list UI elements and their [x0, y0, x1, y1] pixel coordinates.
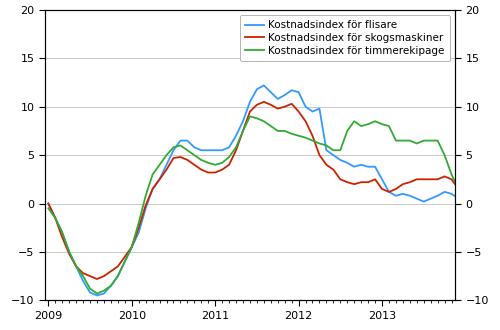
Kostnadsindex för skogsmaskiner — [94, 277, 100, 281]
Kostnadsindex för timmerekipage — [261, 119, 267, 123]
Line: Kostnadsindex för timmerekipage: Kostnadsindex för timmerekipage — [48, 116, 500, 293]
Kostnadsindex för flisare — [94, 293, 100, 297]
Kostnadsindex för skogsmaskiner — [324, 163, 330, 167]
Kostnadsindex för timmerekipage — [324, 144, 330, 148]
Kostnadsindex för flisare — [324, 148, 330, 152]
Kostnadsindex för timmerekipage — [470, 192, 476, 196]
Kostnadsindex för timmerekipage — [198, 158, 204, 162]
Kostnadsindex för flisare — [470, 200, 476, 204]
Legend: Kostnadsindex för flisare, Kostnadsindex för skogsmaskiner, Kostnadsindex för ti: Kostnadsindex för flisare, Kostnadsindex… — [240, 15, 450, 61]
Kostnadsindex för skogsmaskiner — [261, 100, 267, 104]
Kostnadsindex för flisare — [46, 202, 52, 206]
Kostnadsindex för skogsmaskiner — [198, 168, 204, 172]
Kostnadsindex för timmerekipage — [94, 291, 100, 295]
Kostnadsindex för timmerekipage — [164, 153, 170, 157]
Line: Kostnadsindex för flisare: Kostnadsindex för flisare — [48, 85, 500, 295]
Kostnadsindex för timmerekipage — [115, 274, 121, 278]
Kostnadsindex för flisare — [198, 148, 204, 152]
Kostnadsindex för skogsmaskiner — [164, 168, 170, 172]
Kostnadsindex för flisare — [261, 83, 267, 87]
Kostnadsindex för skogsmaskiner — [470, 192, 476, 196]
Kostnadsindex för flisare — [164, 163, 170, 167]
Kostnadsindex för skogsmaskiner — [254, 103, 260, 107]
Kostnadsindex för skogsmaskiner — [46, 202, 52, 206]
Kostnadsindex för skogsmaskiner — [115, 264, 121, 268]
Kostnadsindex för timmerekipage — [46, 206, 52, 210]
Kostnadsindex för timmerekipage — [247, 115, 253, 118]
Line: Kostnadsindex för skogsmaskiner: Kostnadsindex för skogsmaskiner — [48, 102, 500, 279]
Kostnadsindex för flisare — [115, 274, 121, 278]
Kostnadsindex för flisare — [254, 87, 260, 91]
